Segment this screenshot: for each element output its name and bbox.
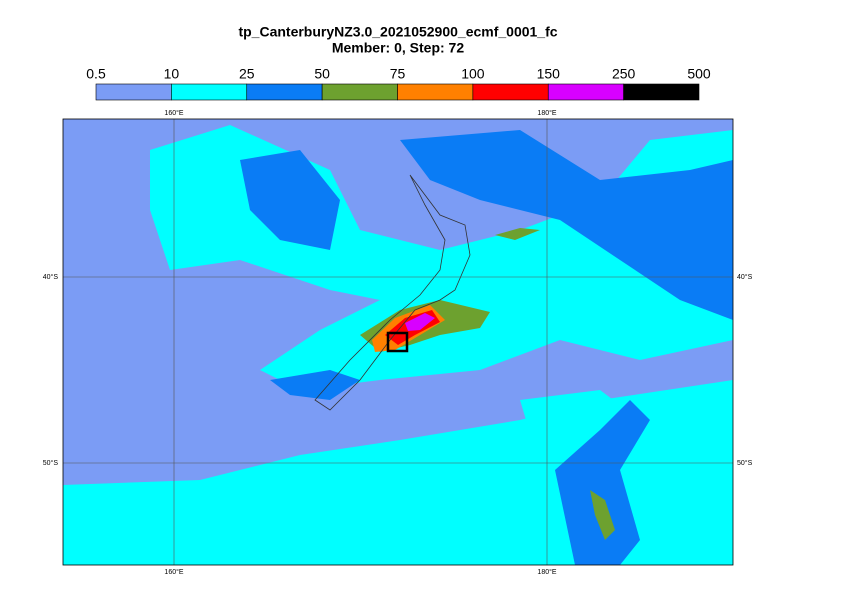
colorbar-box xyxy=(246,83,323,101)
colorbar-box xyxy=(472,83,549,101)
precip-blue xyxy=(240,150,340,250)
lat-label: 40°S xyxy=(43,273,59,281)
lon-label: 180°E xyxy=(537,109,556,117)
domain-box xyxy=(386,331,409,353)
map: 160°E 180°E 160°E 180°E 40°S 50°S 40°S 5… xyxy=(43,109,753,576)
colorbar-box xyxy=(397,83,474,101)
colorbar-label: 0.5 xyxy=(86,66,106,82)
colorbar-label: 100 xyxy=(461,66,485,82)
colorbar-label: 75 xyxy=(390,66,406,82)
precip-purple xyxy=(405,313,435,331)
colorbar-label: 500 xyxy=(687,66,711,82)
subtitle: Member: 0, Step: 72 xyxy=(332,40,464,56)
colorbar-box xyxy=(547,83,624,101)
precip-blue xyxy=(400,130,733,320)
precip-green xyxy=(495,228,540,240)
coastline xyxy=(314,174,471,411)
map-frame xyxy=(62,118,734,566)
lat-label: 50°S xyxy=(737,459,753,467)
colorbar-box xyxy=(623,83,700,101)
colorbar-label: 50 xyxy=(314,66,330,82)
precip-blue xyxy=(555,400,650,565)
lon-label: 160°E xyxy=(164,568,183,576)
colorbar-box xyxy=(321,83,398,101)
colorbar-label: 25 xyxy=(239,66,255,82)
colorbar-label: 250 xyxy=(612,66,636,82)
precip-green xyxy=(590,490,615,540)
colorbar-label: 150 xyxy=(537,66,561,82)
lon-label: 160°E xyxy=(164,109,183,117)
colorbar: 0.5 10 25 50 75 100 150 250 500 xyxy=(86,66,711,101)
lat-label: 40°S xyxy=(737,273,753,281)
colorbar-label: 10 xyxy=(164,66,180,82)
colorbar-box xyxy=(95,83,172,101)
precip-blue xyxy=(270,370,360,400)
colorbar-box xyxy=(171,83,248,101)
lat-label: 50°S xyxy=(43,459,59,467)
lon-label: 180°E xyxy=(537,568,556,576)
title: tp_CanterburyNZ3.0_2021052900_ecmf_0001_… xyxy=(238,24,557,40)
